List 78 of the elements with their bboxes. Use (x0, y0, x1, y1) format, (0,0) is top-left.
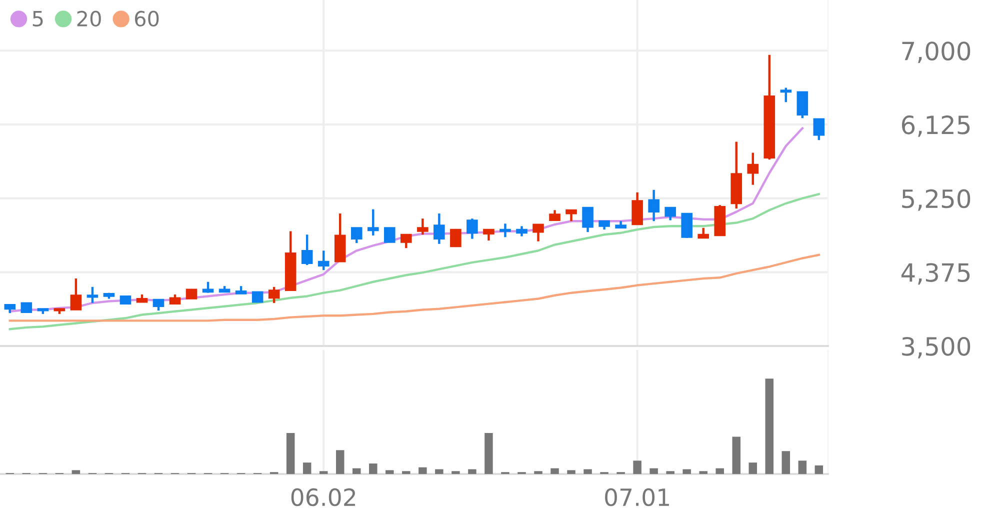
line-series (8, 254, 820, 322)
bar (814, 465, 824, 474)
bar (402, 471, 410, 474)
y-tick-label: 7,000 (902, 42, 970, 64)
bar (782, 451, 790, 474)
line-series (8, 127, 804, 313)
candlestick (367, 208, 379, 237)
bar (650, 468, 658, 474)
candlestick (20, 302, 32, 313)
candlestick (796, 90, 808, 120)
x-tick-label: 07.01 (605, 488, 669, 506)
bar (418, 467, 427, 474)
bar (534, 471, 542, 474)
y-tick-label: 4,375 (901, 263, 970, 285)
bar (666, 471, 674, 474)
candlestick (648, 188, 660, 222)
candlestick (301, 233, 313, 266)
candlestick (169, 293, 181, 305)
bar (336, 450, 344, 474)
bar (352, 468, 361, 474)
bar (468, 469, 476, 474)
candlestick (813, 118, 825, 142)
bar (319, 471, 328, 474)
candlestick (417, 217, 428, 236)
candlestick (483, 228, 494, 242)
candlestick (434, 212, 445, 245)
candlestick (632, 191, 643, 226)
candlestick (681, 212, 692, 240)
y-tick-label: 5,250 (902, 189, 970, 211)
bar (72, 470, 80, 474)
candlestick (70, 277, 82, 311)
bar (386, 470, 394, 474)
legend-label: 60 (134, 10, 159, 27)
bar (748, 462, 758, 474)
bar (798, 460, 807, 474)
candlestick (450, 228, 462, 248)
y-tick-label: 6,125 (902, 115, 970, 137)
bar (286, 432, 295, 474)
bar (567, 470, 576, 474)
candlestick (318, 250, 330, 272)
candlestick (780, 86, 792, 104)
candlestick (384, 227, 396, 243)
candlestick (532, 223, 544, 242)
candlestick (400, 233, 412, 250)
bar (765, 378, 774, 474)
candlestick (268, 286, 280, 304)
candlestick (582, 206, 594, 234)
candlestick (152, 298, 164, 312)
x-tick-label: 06.02 (291, 488, 356, 506)
bar (302, 462, 312, 474)
bar (732, 436, 740, 474)
legend-label: 20 (77, 10, 101, 27)
bar (550, 468, 559, 474)
candlestick (86, 286, 98, 304)
candlestick (186, 288, 198, 300)
bar (699, 471, 708, 474)
candlestick (516, 225, 528, 238)
legend-label: 5 (32, 11, 43, 27)
y-tick-label: 3,500 (902, 336, 970, 358)
candlestick (202, 280, 214, 294)
candlestick (549, 209, 560, 222)
candlestick (698, 226, 709, 240)
candlestick (664, 206, 676, 222)
candlestick (500, 222, 511, 238)
bar (369, 464, 378, 474)
line-series (8, 192, 820, 330)
bar (435, 469, 444, 474)
bar (584, 469, 592, 474)
candlestick (350, 226, 362, 244)
bar (452, 471, 460, 474)
candlestick (252, 291, 264, 303)
bar (682, 469, 691, 474)
candlestick (466, 217, 478, 240)
candlestick (747, 152, 759, 186)
bar (633, 460, 642, 474)
bar (716, 468, 724, 474)
bar (484, 432, 493, 474)
candlestick (566, 209, 577, 222)
